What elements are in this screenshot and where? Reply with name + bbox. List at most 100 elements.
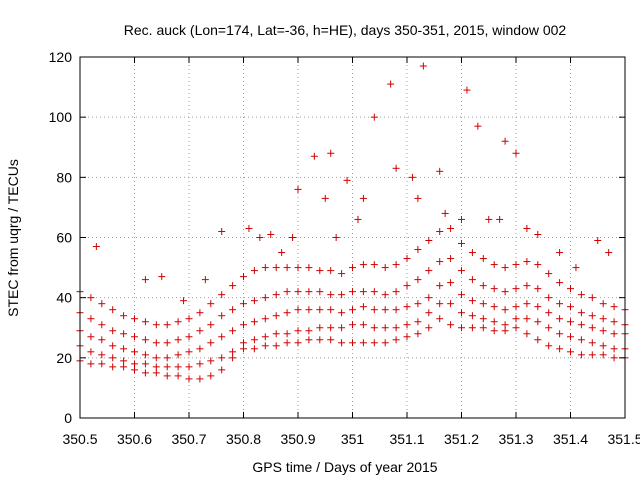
data-point — [240, 321, 247, 329]
data-point — [343, 176, 351, 184]
data-point — [152, 339, 160, 347]
data-point — [419, 62, 427, 70]
data-point — [610, 330, 618, 338]
data-point — [305, 306, 313, 314]
data-point — [577, 336, 585, 344]
data-point — [174, 372, 182, 380]
data-point — [294, 288, 302, 296]
data-point — [599, 327, 607, 335]
data-point — [267, 230, 275, 238]
data-point — [468, 324, 476, 332]
data-point — [174, 318, 182, 326]
data-point — [338, 270, 346, 278]
data-point — [131, 348, 138, 356]
data-point — [278, 249, 286, 257]
data-point — [534, 261, 542, 269]
data-point — [447, 321, 455, 329]
data-point — [196, 375, 204, 383]
data-point — [534, 318, 542, 326]
data-point — [556, 300, 564, 308]
data-point — [261, 294, 269, 302]
data-point — [141, 360, 149, 368]
data-point — [447, 224, 455, 232]
data-point — [359, 261, 367, 269]
y-tick-label: 120 — [49, 49, 73, 65]
data-point — [414, 276, 422, 284]
data-point — [207, 321, 215, 329]
data-point — [359, 339, 367, 347]
data-point — [338, 324, 346, 332]
data-point — [218, 366, 226, 374]
axis-ticks — [79, 56, 626, 419]
data-point — [180, 297, 188, 305]
data-point — [545, 294, 553, 302]
x-tick-label: 350.5 — [62, 431, 97, 447]
data-point — [392, 336, 400, 344]
data-point — [523, 282, 531, 290]
x-tick-label: 351.2 — [444, 431, 479, 447]
data-point — [485, 215, 493, 223]
data-point — [316, 267, 324, 275]
x-tick-label: 350.8 — [226, 431, 261, 447]
data-point — [359, 321, 367, 329]
data-point — [294, 185, 302, 193]
data-point — [381, 264, 389, 272]
data-point — [272, 330, 280, 338]
data-point — [556, 279, 564, 287]
data-point — [436, 258, 444, 266]
data-point — [349, 321, 356, 329]
y-tick-label: 20 — [56, 350, 72, 366]
data-point — [479, 255, 487, 263]
data-point — [501, 321, 509, 329]
data-point — [163, 339, 171, 347]
data-point — [523, 258, 531, 266]
data-point — [294, 264, 302, 272]
data-point — [545, 342, 553, 350]
data-point — [392, 164, 400, 172]
data-point — [283, 309, 291, 317]
data-point — [577, 309, 585, 317]
data-point — [141, 318, 149, 326]
data-point — [414, 318, 422, 326]
data-point — [163, 372, 171, 380]
data-point — [370, 288, 378, 296]
data-point — [588, 324, 596, 332]
data-point — [174, 363, 182, 371]
data-point — [479, 324, 487, 332]
data-point — [338, 291, 346, 299]
data-point — [196, 360, 204, 368]
data-point — [425, 237, 433, 245]
data-point — [229, 282, 237, 290]
x-tick-label: 351.4 — [553, 431, 588, 447]
data-point — [501, 306, 509, 314]
data-point — [501, 137, 509, 145]
y-tick-label: 100 — [49, 109, 73, 125]
data-point — [370, 339, 378, 347]
data-point — [496, 215, 504, 223]
data-point — [338, 309, 346, 317]
data-point — [599, 315, 607, 323]
data-point — [250, 267, 258, 275]
data-point — [131, 366, 138, 374]
data-point — [370, 306, 378, 314]
data-point — [261, 342, 269, 350]
data-point — [196, 327, 204, 335]
data-point — [458, 215, 465, 223]
data-point — [610, 303, 618, 311]
data-point — [272, 342, 280, 350]
data-point — [523, 300, 531, 308]
data-point — [479, 300, 487, 308]
data-point — [272, 312, 280, 320]
data-point — [185, 375, 193, 383]
data-point — [599, 342, 607, 350]
data-point — [381, 291, 389, 299]
data-point — [163, 354, 171, 362]
data-point — [479, 282, 487, 290]
data-point — [436, 227, 444, 235]
data-point — [370, 113, 378, 121]
data-point — [152, 321, 160, 329]
data-point — [490, 261, 498, 269]
data-point — [305, 327, 313, 335]
x-tick-label: 351.5 — [607, 431, 640, 447]
